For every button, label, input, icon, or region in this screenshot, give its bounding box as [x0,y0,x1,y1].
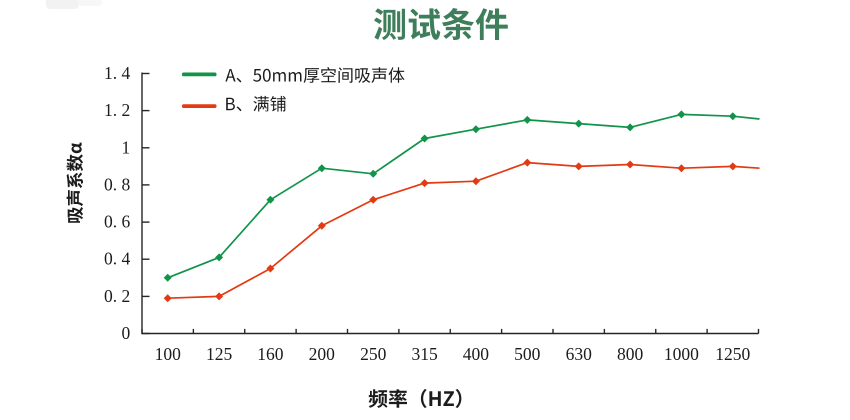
svg-text:630: 630 [566,344,593,364]
svg-text:0. 2: 0. 2 [104,286,130,306]
svg-text:0. 6: 0. 6 [104,212,131,232]
svg-text:1. 4: 1. 4 [104,63,131,83]
svg-text:0. 4: 0. 4 [104,249,131,269]
svg-text:200: 200 [309,344,336,364]
svg-text:315: 315 [411,344,438,364]
svg-text:1: 1 [122,137,131,157]
svg-text:1. 2: 1. 2 [104,100,130,120]
svg-text:100: 100 [155,344,182,364]
svg-text:160: 160 [257,344,284,364]
svg-text:1000: 1000 [664,344,699,364]
svg-text:500: 500 [514,344,541,364]
svg-text:0. 8: 0. 8 [104,174,131,194]
svg-text:800: 800 [617,344,644,364]
svg-text:0: 0 [122,323,131,343]
svg-text:400: 400 [463,344,490,364]
svg-text:250: 250 [360,344,387,364]
svg-text:125: 125 [206,344,233,364]
svg-text:1250: 1250 [715,344,750,364]
